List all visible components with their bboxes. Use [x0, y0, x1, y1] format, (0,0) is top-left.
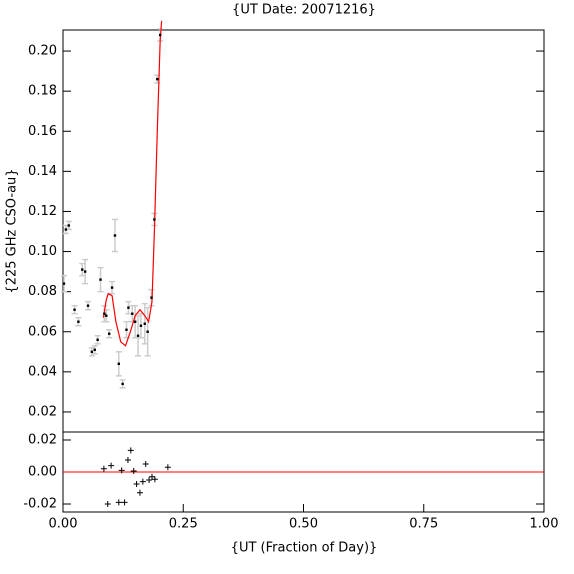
residual-point: [133, 481, 140, 487]
residual-point: [142, 461, 149, 467]
data-point: [143, 322, 146, 325]
data-point: [90, 350, 94, 354]
data-point: [139, 324, 143, 327]
data-point: [62, 282, 66, 285]
y-tick-label: 0.18: [28, 84, 57, 99]
data-point: [156, 77, 159, 81]
residual-point: [146, 477, 153, 483]
data-point: [73, 308, 76, 311]
data-point: [121, 382, 124, 386]
x-axis-label: {UT (Fraction of Day)}: [231, 541, 378, 556]
data-point: [136, 334, 140, 337]
y-axis-label: {225 GHz CSO-au}: [5, 168, 20, 293]
data-point: [125, 328, 128, 331]
y-tick-label: 0.06: [28, 324, 57, 339]
data-point: [153, 218, 156, 221]
y-tick-label: 0.16: [28, 124, 57, 139]
data-point: [127, 306, 130, 309]
residual-point: [130, 468, 137, 475]
data-point: [113, 234, 117, 237]
data-point: [96, 338, 99, 341]
data-point: [117, 362, 120, 366]
residual-point: [121, 499, 128, 506]
x-tick-label: 0.00: [49, 517, 78, 532]
data-point: [86, 304, 90, 307]
residual-point: [124, 457, 131, 463]
data-point: [158, 33, 162, 37]
residual-point: [118, 467, 125, 474]
residual-point: [127, 447, 134, 454]
data-point: [93, 348, 96, 351]
x-tick-label: 0.25: [169, 517, 198, 532]
y-tick-label: 0.20: [28, 44, 57, 59]
y-tick-label: 0.00: [28, 465, 57, 480]
data-point: [67, 224, 70, 227]
residual-point: [104, 501, 111, 507]
residual-point: [108, 462, 115, 469]
data-point: [99, 278, 102, 281]
residual-point: [151, 476, 158, 483]
residual-point: [136, 489, 143, 496]
chart-title: {UT Date: 20071216}: [232, 3, 376, 18]
y-tick-label: 0.04: [28, 364, 57, 379]
y-tick-label: 0.10: [28, 244, 57, 259]
y-tick-label: -0.02: [23, 497, 57, 512]
y-tick-label: 0.14: [28, 164, 57, 179]
y-tick-label: 0.12: [28, 204, 57, 219]
plot-frame: [62, 29, 545, 433]
data-point: [83, 270, 87, 273]
data-point: [107, 332, 111, 335]
x-tick-label: 0.50: [289, 517, 318, 532]
x-tick-label: 1.00: [530, 517, 559, 532]
data-point: [110, 286, 114, 289]
residual-point: [115, 499, 122, 506]
data-point: [131, 312, 134, 315]
y-tick-label: 0.08: [28, 284, 57, 299]
data-point: [150, 296, 153, 299]
data-point: [77, 320, 80, 323]
x-tick-label: 0.75: [409, 517, 438, 532]
residual-point: [164, 464, 171, 471]
data-point: [133, 320, 137, 323]
y-tick-label: 0.02: [28, 433, 57, 448]
residual-point: [139, 478, 146, 485]
data-point: [64, 228, 68, 231]
data-point: [105, 314, 108, 317]
data-point: [103, 312, 106, 315]
y-tick-label: 0.02: [28, 404, 57, 419]
fit-line: [102, 20, 163, 347]
data-point: [81, 268, 84, 271]
residual-point: [100, 465, 107, 472]
data-point: [146, 330, 149, 333]
